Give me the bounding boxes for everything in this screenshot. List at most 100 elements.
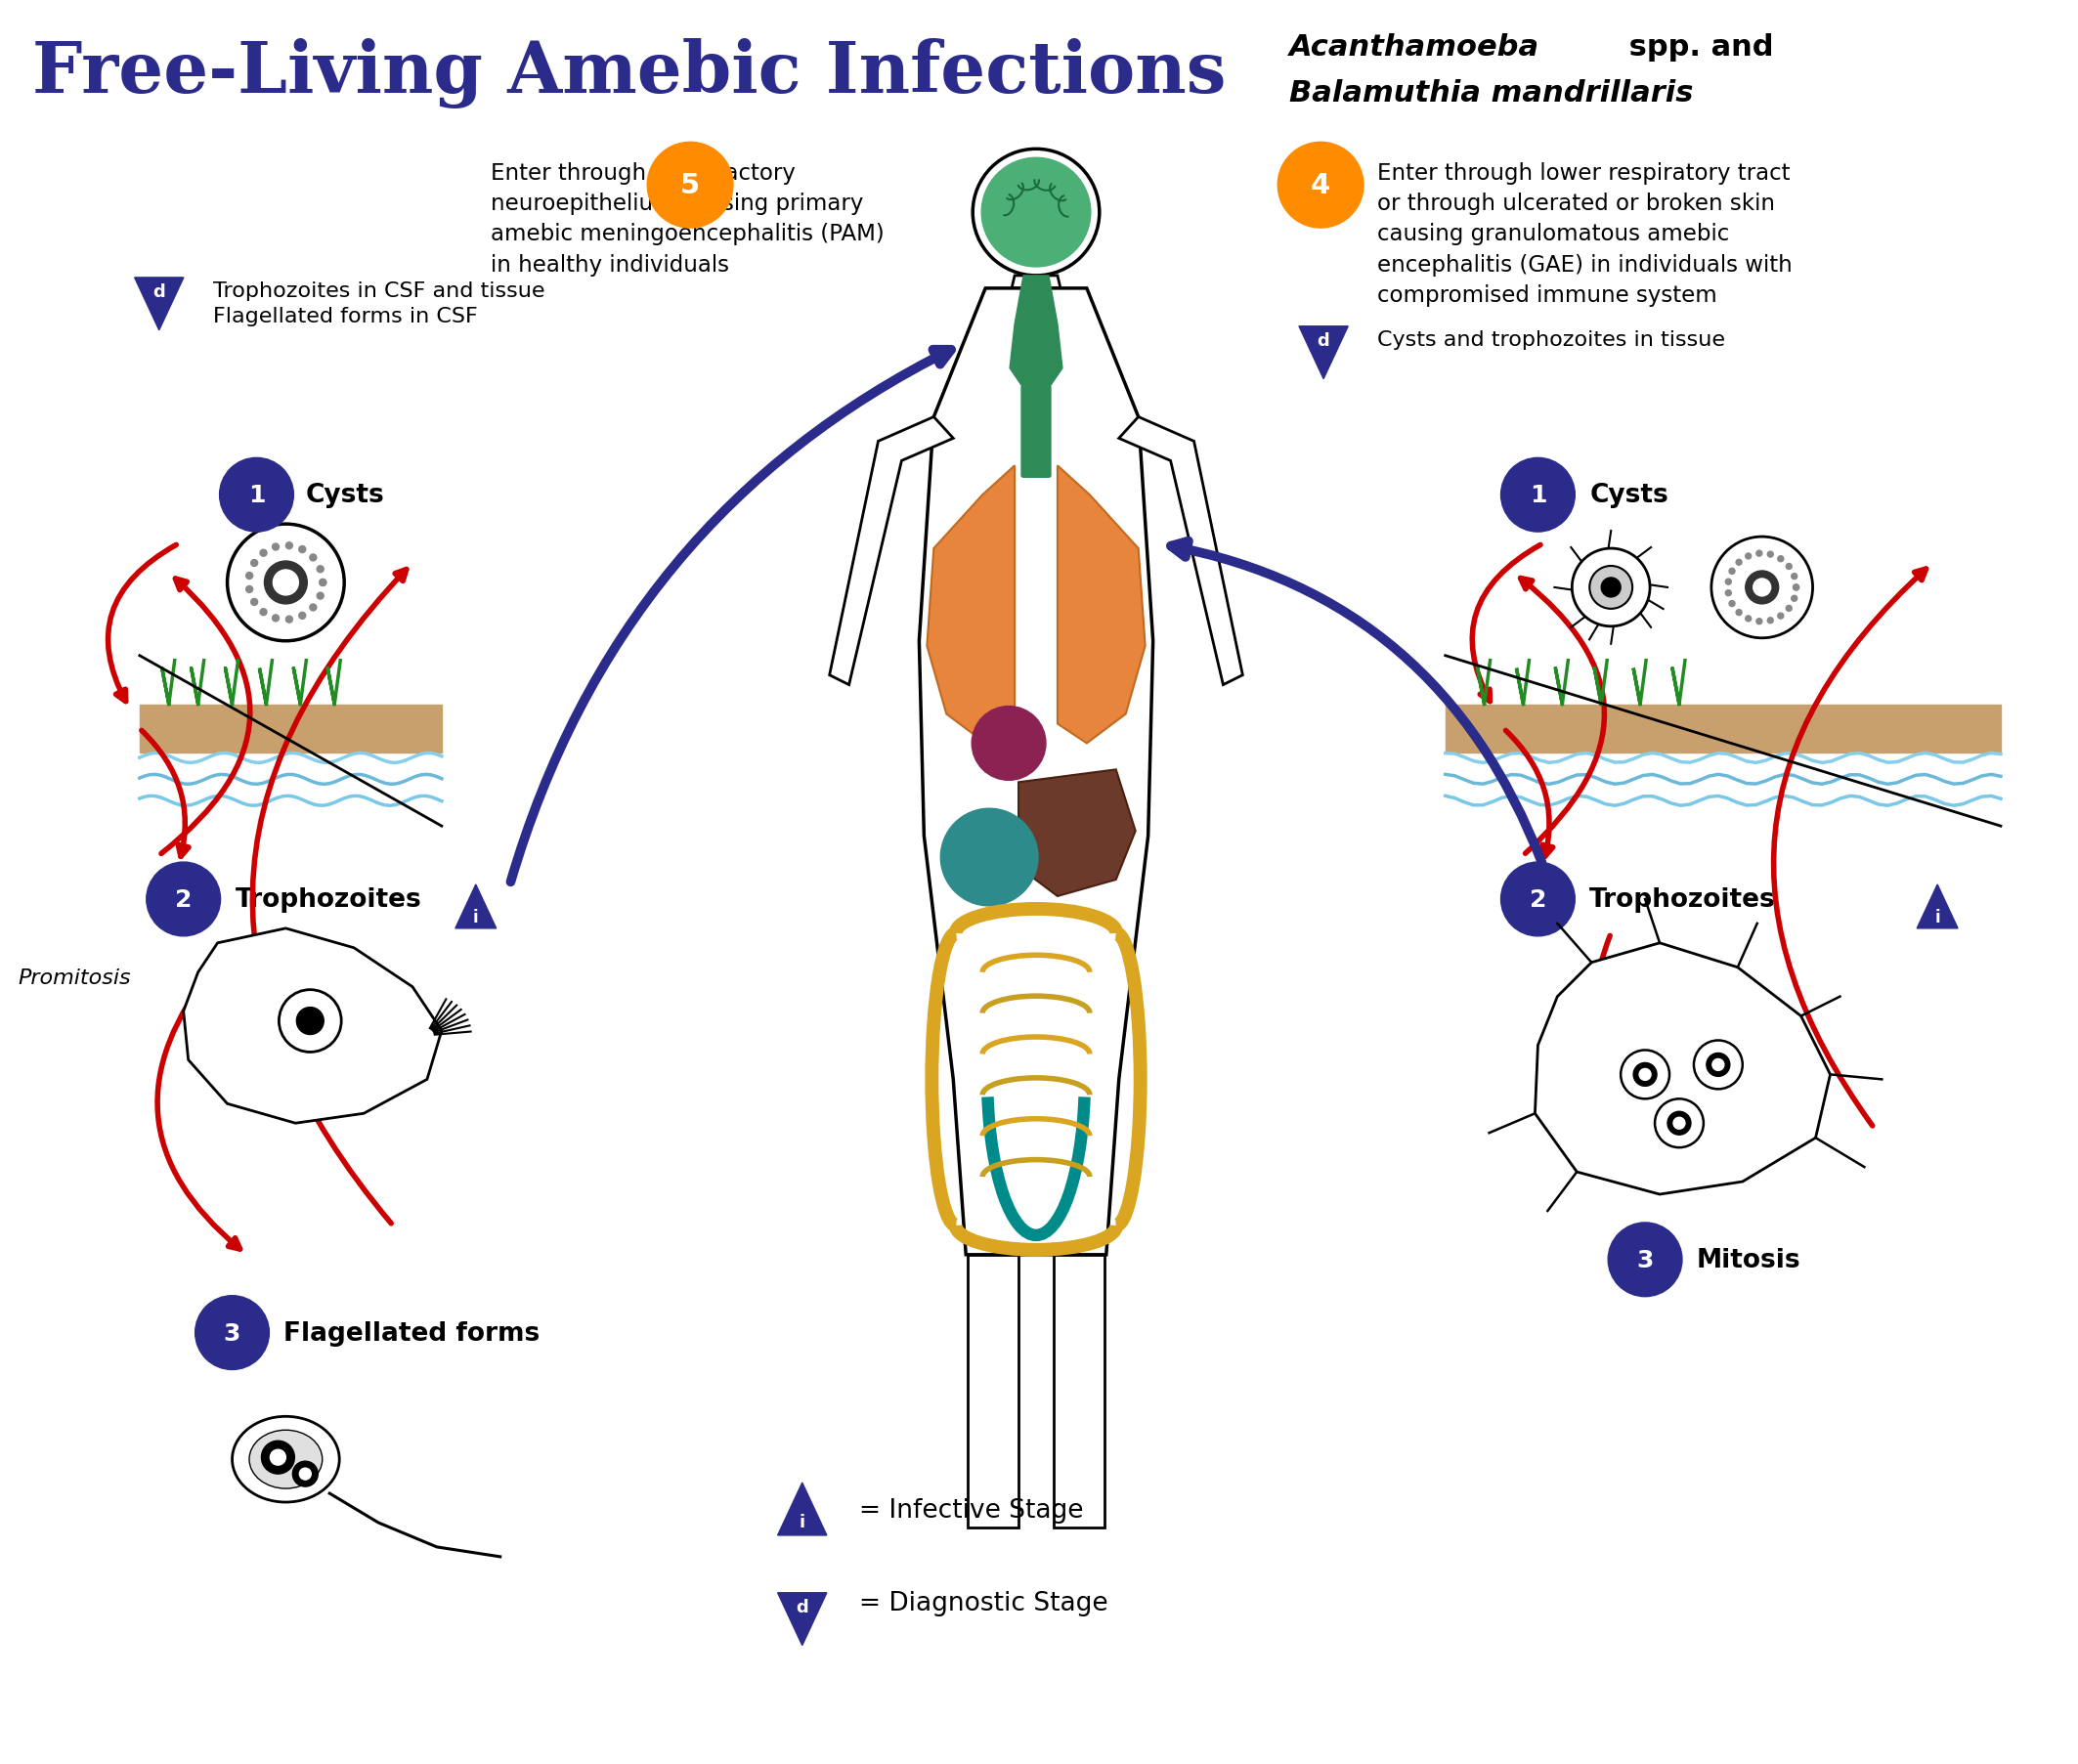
Circle shape xyxy=(260,550,266,557)
Circle shape xyxy=(1633,1064,1656,1087)
Circle shape xyxy=(220,459,293,533)
Polygon shape xyxy=(1299,326,1349,379)
Circle shape xyxy=(1746,572,1779,605)
Text: Mitosis: Mitosis xyxy=(1698,1247,1802,1272)
Polygon shape xyxy=(777,1593,827,1646)
Text: = Diagnostic Stage: = Diagnostic Stage xyxy=(858,1589,1108,1616)
Circle shape xyxy=(646,143,734,229)
Circle shape xyxy=(1667,1111,1691,1136)
Text: i: i xyxy=(474,908,478,926)
Circle shape xyxy=(1500,863,1575,937)
Polygon shape xyxy=(135,279,183,332)
Circle shape xyxy=(1729,568,1735,575)
Circle shape xyxy=(941,810,1039,907)
Polygon shape xyxy=(1058,466,1145,744)
Text: 3: 3 xyxy=(224,1321,241,1344)
Text: Flagellated forms: Flagellated forms xyxy=(285,1319,540,1346)
Circle shape xyxy=(1712,1058,1725,1071)
Text: Enter through the olfactory
neuroepithelium causing primary
amebic meningoenceph: Enter through the olfactory neuroepithel… xyxy=(490,162,883,275)
Text: 3: 3 xyxy=(1637,1249,1654,1272)
Circle shape xyxy=(1706,1053,1729,1076)
Text: Promitosis: Promitosis xyxy=(19,968,131,988)
Circle shape xyxy=(316,593,324,600)
Circle shape xyxy=(299,1468,312,1480)
Circle shape xyxy=(299,612,305,619)
Circle shape xyxy=(1768,617,1773,624)
Circle shape xyxy=(1673,1118,1685,1129)
Text: d: d xyxy=(796,1598,808,1616)
Circle shape xyxy=(1785,607,1791,612)
Circle shape xyxy=(1608,1222,1681,1297)
Polygon shape xyxy=(918,289,1153,1254)
Text: i: i xyxy=(800,1512,804,1529)
Polygon shape xyxy=(777,1484,827,1535)
Polygon shape xyxy=(139,706,443,753)
Text: Balamuthia mandrillaris: Balamuthia mandrillaris xyxy=(1290,79,1694,108)
Circle shape xyxy=(1712,538,1812,639)
Circle shape xyxy=(1779,556,1783,563)
Circle shape xyxy=(1725,591,1731,596)
Circle shape xyxy=(1756,550,1762,557)
Text: i: i xyxy=(1935,908,1941,926)
Circle shape xyxy=(1729,602,1735,607)
Circle shape xyxy=(270,1450,287,1466)
Circle shape xyxy=(1746,554,1752,559)
Circle shape xyxy=(1785,564,1791,570)
Circle shape xyxy=(310,554,316,561)
Circle shape xyxy=(299,547,305,554)
Text: = Infective Stage: = Infective Stage xyxy=(858,1498,1083,1522)
Polygon shape xyxy=(829,418,954,684)
Polygon shape xyxy=(1018,771,1135,896)
Circle shape xyxy=(297,1007,324,1035)
Circle shape xyxy=(1793,586,1800,591)
Text: d: d xyxy=(154,284,166,302)
Text: 2: 2 xyxy=(1529,887,1546,912)
Circle shape xyxy=(1590,566,1633,609)
Circle shape xyxy=(245,586,254,593)
Polygon shape xyxy=(1012,277,1060,289)
Circle shape xyxy=(1500,459,1575,533)
Circle shape xyxy=(1735,559,1741,566)
Circle shape xyxy=(973,150,1099,277)
Ellipse shape xyxy=(233,1416,339,1503)
Text: Acanthamoeba: Acanthamoeba xyxy=(1290,34,1540,62)
Text: Trophozoites: Trophozoites xyxy=(1590,887,1777,912)
Polygon shape xyxy=(1446,706,2001,753)
Circle shape xyxy=(316,566,324,573)
Text: 1: 1 xyxy=(1529,483,1546,506)
Circle shape xyxy=(1768,552,1773,557)
Text: Cysts and trophozoites in tissue: Cysts and trophozoites in tissue xyxy=(1378,330,1725,349)
Circle shape xyxy=(1654,1099,1704,1148)
Text: 2: 2 xyxy=(175,887,191,912)
Circle shape xyxy=(1793,586,1800,591)
Circle shape xyxy=(1571,549,1650,626)
Polygon shape xyxy=(1536,944,1831,1194)
Text: Cysts: Cysts xyxy=(1590,483,1669,508)
Circle shape xyxy=(272,543,278,550)
Polygon shape xyxy=(927,466,1014,744)
Circle shape xyxy=(227,524,345,642)
Text: Cysts: Cysts xyxy=(305,483,384,508)
Polygon shape xyxy=(455,886,497,928)
Circle shape xyxy=(973,707,1045,781)
Text: Trophozoites: Trophozoites xyxy=(235,887,422,912)
Text: 1: 1 xyxy=(247,483,266,506)
Polygon shape xyxy=(1010,277,1062,395)
Circle shape xyxy=(320,580,326,586)
Circle shape xyxy=(264,561,308,605)
Circle shape xyxy=(320,580,326,586)
Text: Enter through lower respiratory tract
or through ulcerated or broken skin
causin: Enter through lower respiratory tract or… xyxy=(1378,162,1793,307)
Circle shape xyxy=(262,1441,295,1475)
Polygon shape xyxy=(183,928,443,1124)
Polygon shape xyxy=(1916,886,1957,928)
Circle shape xyxy=(1779,614,1783,619)
Ellipse shape xyxy=(249,1431,322,1489)
Circle shape xyxy=(278,990,341,1053)
Circle shape xyxy=(293,1461,318,1487)
Text: 5: 5 xyxy=(680,173,700,199)
Circle shape xyxy=(272,616,278,623)
Text: Trophozoites in CSF and tissue
Flagellated forms in CSF: Trophozoites in CSF and tissue Flagellat… xyxy=(212,280,544,326)
Circle shape xyxy=(310,605,316,612)
Circle shape xyxy=(1725,579,1731,586)
Polygon shape xyxy=(968,1254,1018,1528)
